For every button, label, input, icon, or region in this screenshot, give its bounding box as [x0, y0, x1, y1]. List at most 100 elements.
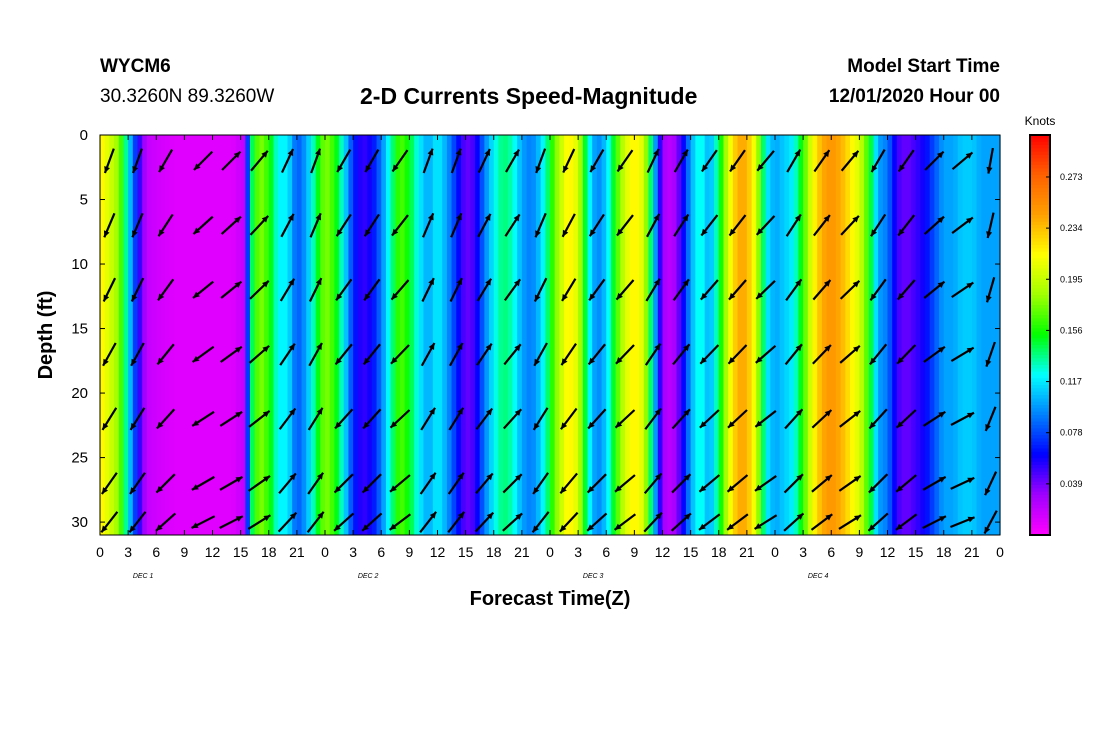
vector-head	[682, 214, 689, 222]
current-vector	[671, 473, 692, 494]
current-vector	[334, 343, 353, 366]
colorbar-cell	[1030, 261, 1050, 266]
y-tick-label: 25	[71, 450, 88, 467]
colorbar-cell	[1030, 471, 1050, 476]
current-vector	[786, 148, 802, 173]
colorbar-tick-label: 0.234	[1060, 223, 1083, 233]
colorbar-tick-label: 0.156	[1060, 325, 1083, 335]
current-vector	[250, 150, 269, 172]
current-vector	[985, 341, 996, 368]
x-tick-label: 6	[827, 544, 835, 560]
current-vector	[897, 214, 916, 237]
vector-head	[513, 279, 521, 287]
x-tick-label: 18	[936, 544, 952, 560]
heatmap-cell	[489, 135, 495, 535]
vector-head	[966, 282, 974, 289]
current-vector	[193, 150, 214, 171]
heatmap-cell	[887, 135, 893, 535]
current-vector	[155, 473, 176, 494]
y-tick-label: 20	[71, 385, 88, 402]
heatmap-cell	[990, 135, 996, 535]
colorbar-cell	[1030, 208, 1050, 213]
current-vector	[158, 148, 174, 173]
current-vector	[249, 280, 270, 300]
vector-head	[653, 149, 659, 157]
x-tick-label: 12	[880, 544, 896, 560]
colorbar-cell	[1030, 318, 1050, 323]
model-start-value: 12/01/2020 Hour 00	[828, 86, 1000, 107]
heatmap-cell	[681, 135, 687, 535]
heatmap-cell	[456, 135, 462, 535]
current-vector	[616, 214, 634, 237]
current-vector	[248, 475, 271, 492]
heatmap-cell	[592, 135, 598, 535]
vector-head	[728, 357, 736, 364]
colorbar-cell	[1030, 281, 1050, 286]
vector-head	[561, 358, 568, 366]
heatmap-cell	[151, 135, 157, 535]
heatmap-cell	[301, 135, 307, 535]
heatmap-cell	[329, 135, 335, 535]
current-vector	[279, 278, 296, 302]
current-vector	[248, 410, 271, 428]
vector-head	[428, 278, 434, 286]
colorbar-cell	[1030, 188, 1050, 193]
vector-head	[131, 358, 137, 366]
heatmap-cell	[559, 135, 565, 535]
vector-head	[871, 165, 878, 173]
colorbar-cell	[1030, 405, 1050, 409]
heatmap-cell	[245, 135, 251, 535]
current-vector	[128, 511, 147, 534]
heatmap-cell	[732, 135, 739, 535]
heatmap-cell	[915, 135, 921, 535]
heatmap-cell	[507, 135, 514, 535]
current-vector	[784, 343, 803, 366]
colorbar-cell	[1030, 135, 1050, 139]
heatmap-cell	[910, 135, 917, 535]
current-vector	[812, 344, 832, 365]
vector-head	[701, 164, 709, 172]
current-vector	[756, 150, 775, 172]
vector-head	[486, 473, 493, 481]
colorbar-label: Knots	[1025, 114, 1056, 128]
colorbar-cell	[1030, 338, 1050, 343]
current-vector	[671, 408, 691, 430]
colorbar-cell	[1030, 271, 1050, 276]
vector-head	[654, 343, 661, 351]
colorbar-cell	[1030, 415, 1050, 419]
heatmap-cell	[789, 135, 795, 535]
heatmap-cell	[334, 135, 340, 535]
heatmap-cell	[634, 135, 640, 535]
vector-head	[193, 291, 200, 299]
y-tick-label: 5	[80, 192, 88, 209]
colorbar-cell	[1030, 221, 1050, 226]
current-vector	[388, 513, 412, 531]
colorbar-tick-label: 0.195	[1060, 274, 1083, 284]
colorbar-cell	[1030, 151, 1050, 156]
current-vector	[810, 513, 833, 531]
heatmap-cell	[976, 135, 982, 535]
vector-head	[563, 165, 569, 173]
vector-head	[315, 278, 322, 286]
heatmap-cell	[892, 135, 898, 535]
heatmap-cell	[610, 135, 617, 535]
current-vector	[950, 476, 975, 490]
heatmap-cell	[751, 135, 757, 535]
current-vector	[336, 148, 352, 173]
vector-head	[428, 342, 435, 350]
vector-head	[534, 294, 541, 302]
heatmap-cell	[845, 135, 851, 535]
vector-head	[390, 485, 397, 492]
colorbar-cell	[1030, 211, 1050, 216]
current-vector	[951, 281, 974, 299]
vector-head	[795, 344, 802, 352]
vector-head	[985, 488, 991, 496]
vector-head	[130, 487, 137, 495]
current-vector	[130, 277, 145, 303]
vector-head	[754, 484, 762, 491]
colorbar-cell	[1030, 408, 1050, 413]
current-vector	[447, 511, 466, 534]
vector-head	[429, 472, 436, 480]
vector-head	[699, 485, 707, 492]
heatmap-cell	[409, 135, 415, 535]
